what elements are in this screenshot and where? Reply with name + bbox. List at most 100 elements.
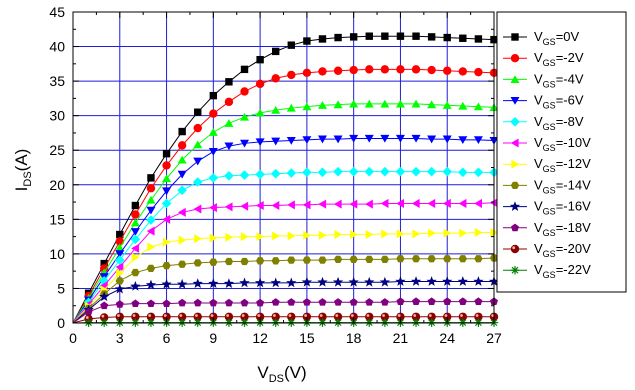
series-3: [72, 134, 499, 324]
data-point: [225, 232, 234, 242]
data-point: [303, 37, 311, 45]
y-tick-label: 25: [49, 142, 65, 158]
y-tick-label: 20: [49, 177, 65, 193]
legend-marker: [510, 266, 520, 275]
data-point: [194, 234, 202, 244]
series-line: [72, 137, 495, 324]
data-point: [364, 276, 375, 287]
legend-entry: VGS=-22V: [503, 262, 591, 280]
x-tick-label: 12: [252, 330, 268, 346]
data-point: [365, 255, 374, 264]
data-point: [427, 255, 436, 263]
data-point: [147, 174, 155, 182]
data-point: [255, 138, 265, 147]
legend-label: VGS=-8V: [534, 114, 584, 132]
data-point: [474, 255, 483, 263]
data-point: [426, 166, 437, 177]
data-point: [350, 230, 358, 240]
data-point: [302, 102, 312, 111]
data-point: [270, 277, 281, 288]
data-point: [332, 276, 344, 287]
data-point: [272, 231, 280, 241]
data-point: [349, 199, 358, 209]
data-point: [302, 312, 312, 321]
data-point: [334, 230, 343, 240]
y-tick-label: 5: [57, 280, 65, 296]
x-tick-label: 9: [209, 330, 217, 346]
sphere-highlight: [319, 314, 323, 317]
series-line: [72, 171, 494, 324]
data-point: [334, 33, 342, 42]
data-point: [380, 65, 390, 74]
data-point: [474, 227, 483, 237]
data-point: [317, 276, 328, 287]
data-point: [162, 299, 171, 308]
data-point: [177, 155, 187, 164]
data-point: [411, 134, 421, 143]
data-point: [333, 255, 343, 264]
data-point: [162, 161, 171, 170]
data-point: [239, 170, 250, 180]
data-point: [411, 198, 420, 208]
data-point: [333, 66, 343, 75]
data-point: [209, 203, 217, 213]
data-point: [146, 195, 156, 204]
data-point: [317, 135, 327, 144]
sphere-highlight: [210, 314, 214, 317]
data-point: [240, 112, 250, 121]
data-point: [287, 70, 296, 80]
data-point: [256, 298, 265, 307]
data-point: [146, 184, 156, 193]
data-point: [193, 298, 202, 307]
data-point: [395, 134, 405, 143]
x-tick-label: 24: [439, 330, 455, 346]
data-point: [146, 206, 156, 215]
data-point: [380, 99, 390, 108]
sphere-highlight: [241, 314, 245, 317]
asterisk-stroke: [511, 266, 519, 274]
data-point: [224, 142, 234, 151]
data-point: [209, 109, 218, 118]
data-point: [396, 229, 405, 239]
legend-label: VGS=-12V: [534, 156, 591, 174]
sphere-highlight: [179, 314, 183, 317]
data-point: [255, 169, 265, 180]
x-tick-label: 15: [299, 330, 315, 346]
legend: VGS=0V VGS=-2V VGS=-4V VGS=-6V VGS=-8V VGS=-1…: [496, 11, 627, 293]
data-point: [240, 87, 249, 96]
data-point: [224, 170, 234, 181]
data-point: [178, 235, 187, 245]
data-point: [365, 65, 374, 74]
data-point: [474, 35, 483, 43]
data-point: [131, 243, 139, 253]
data-point: [458, 312, 468, 321]
data-point: [396, 297, 405, 305]
data-point: [412, 32, 420, 40]
data-point: [194, 108, 202, 116]
data-point: [255, 79, 265, 89]
legend-marker: [510, 97, 520, 105]
series-10: [72, 312, 499, 324]
data-point: [177, 260, 187, 268]
legend-marker: [510, 138, 519, 148]
data-point: [380, 134, 390, 143]
data-point: [208, 173, 219, 183]
sphere-highlight: [335, 314, 339, 317]
data-point: [380, 255, 390, 264]
data-point: [178, 298, 187, 307]
legend-marker: [510, 117, 520, 127]
data-point: [177, 185, 187, 196]
legend-marker: [509, 201, 521, 211]
data-point: [459, 34, 467, 42]
data-point: [348, 166, 359, 177]
data-point: [209, 258, 218, 266]
data-point: [365, 298, 374, 306]
data-point: [177, 278, 188, 289]
data-point: [162, 237, 171, 247]
data-point: [348, 276, 359, 287]
data-point: [458, 297, 467, 305]
data-point: [318, 199, 327, 209]
data-point: [115, 300, 124, 308]
data-point: [318, 312, 327, 321]
data-point: [130, 280, 141, 291]
